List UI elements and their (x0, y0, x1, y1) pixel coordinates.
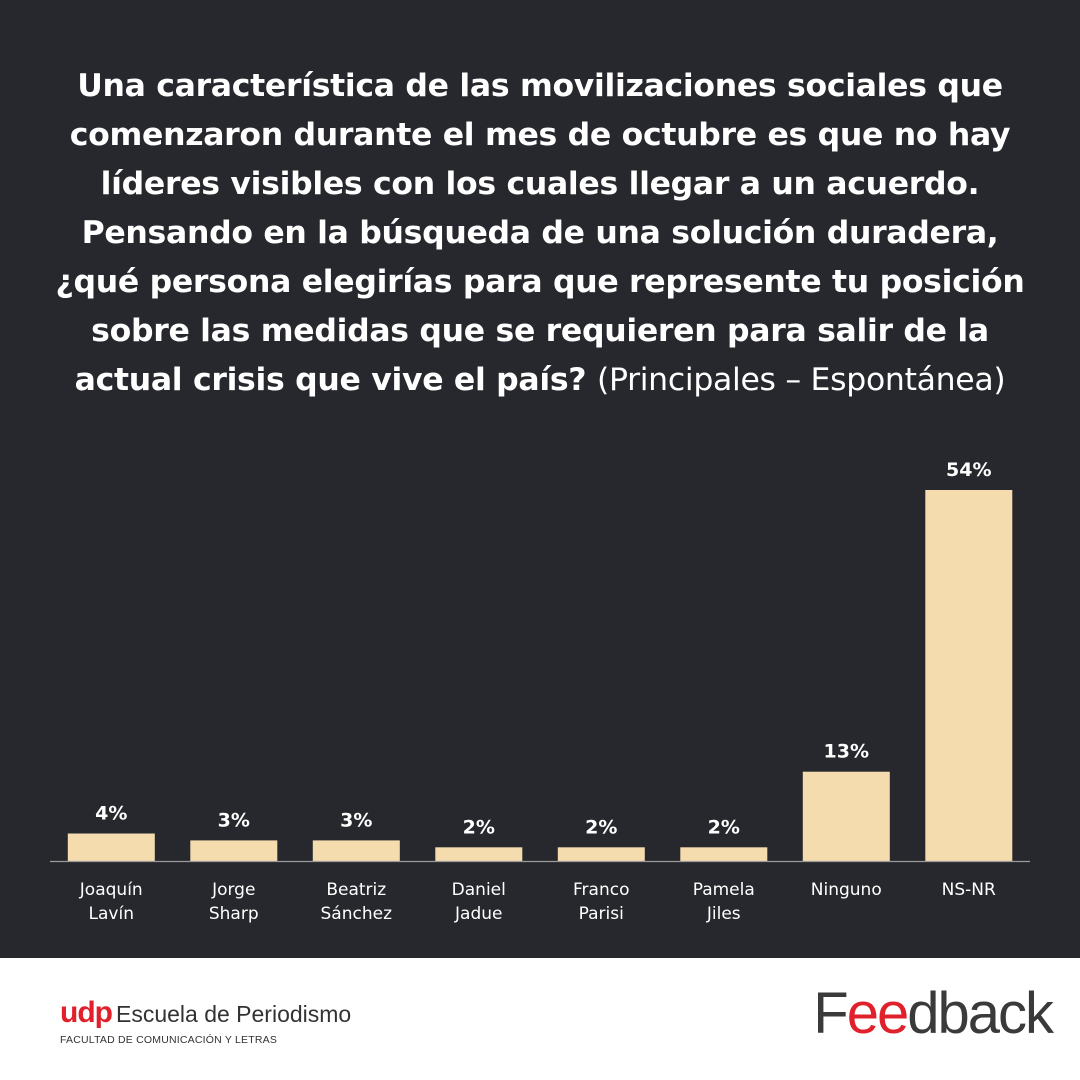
title-line: líderes visibles con los cuales llegar a… (100, 166, 980, 202)
category-label: Daniel Jadue (452, 880, 506, 924)
data-label: 3% (340, 809, 372, 831)
data-label: 4% (95, 803, 127, 825)
title-line: ¿qué persona elegirías para que represen… (55, 264, 1025, 300)
bar (802, 771, 890, 861)
title-line: actual crisis que vive el país? (Princip… (40, 356, 1040, 405)
udp-faculty-name: FACULTAD DE COMUNICACIÓN Y LETRAS (60, 1034, 278, 1046)
data-label: 54% (946, 459, 991, 481)
data-label: 3% (218, 809, 250, 831)
bar (680, 847, 768, 861)
category-label: Jorge Sharp (209, 880, 259, 924)
chart-subtitle: (Principales – Espontánea) (596, 362, 1006, 398)
title-line-last: actual crisis que vive el país? (74, 362, 587, 398)
udp-logo: udp Escuela de Periodismo (60, 996, 351, 1030)
title-line: Pensando en la búsqueda de una solución … (81, 215, 999, 251)
category-label: Beatriz Sánchez (321, 880, 393, 924)
udp-mark: udp (60, 996, 113, 1029)
data-label: 2% (585, 816, 617, 838)
data-label: 2% (708, 816, 740, 838)
bar-chart: 4% Joaquín Lavín 3% Jorge Sharp 3% Beatriz Sánch… (50, 459, 1030, 924)
bar (925, 490, 1013, 861)
category-label: NS-NR (942, 880, 996, 900)
title-line: Una característica de las movilizaciones… (77, 68, 1003, 104)
category-label: Joaquín Lavín (79, 880, 143, 924)
data-label: 13% (824, 741, 869, 763)
bar (190, 840, 278, 861)
footer: udp Escuela de Periodismo FACULTAD DE COM… (0, 958, 1080, 1080)
chart-title: Una característica de las movilizaciones… (40, 62, 1040, 405)
udp-school-name: Escuela de Periodismo (115, 1001, 352, 1027)
title-line: comenzaron durante el mes de octubre es … (69, 117, 1011, 153)
category-label: Pamela Jiles (693, 880, 755, 924)
data-label: 2% (463, 816, 495, 838)
category-label: Ninguno (811, 880, 882, 900)
category-label: Franco Parisi (573, 880, 629, 924)
title-line: sobre las medidas que se requieren para … (91, 313, 989, 349)
feedback-logo: Feedback (813, 981, 1054, 1046)
bar (312, 840, 400, 861)
bar (557, 847, 645, 861)
bar (67, 833, 155, 861)
bar (435, 847, 523, 861)
